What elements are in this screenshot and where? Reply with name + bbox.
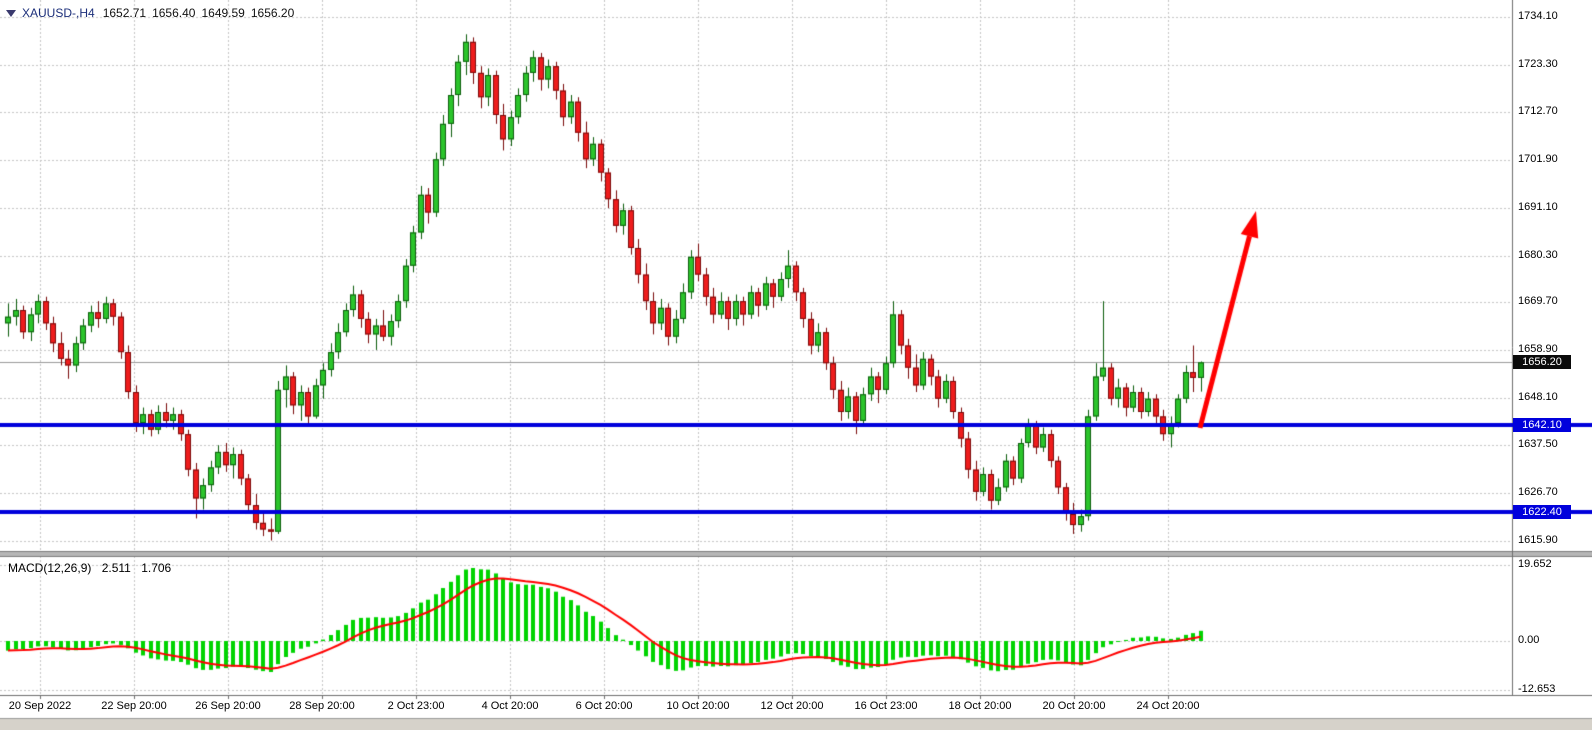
macd-axis-label: -12.653 <box>1518 683 1556 695</box>
chart-ohlc-header: XAUUSD-,H4 1652.71 1656.40 1649.59 1656.… <box>6 6 300 20</box>
price-axis-label: 1680.30 <box>1518 248 1558 261</box>
tick-direction-icon <box>6 9 16 17</box>
price-axis-label: 1626.70 <box>1518 486 1558 499</box>
symbol-timeframe-label: XAUUSD-,H4 <box>22 6 95 20</box>
price-axis-label: 1712.70 <box>1518 104 1558 117</box>
price-tag-current-price: 1656.20 <box>1513 355 1571 370</box>
time-axis-label: 20 Oct 20:00 <box>1042 700 1106 712</box>
time-axis-label: 22 Sep 20:00 <box>101 700 167 712</box>
price-tag-line-level: 1622.40 <box>1513 505 1571 520</box>
price-axis-label: 1723.30 <box>1518 57 1558 70</box>
price-axis-label: 1615.90 <box>1518 534 1558 546</box>
time-axis-label: 26 Sep 20:00 <box>195 700 261 712</box>
time-axis-label: 18 Oct 20:00 <box>948 700 1012 712</box>
macd-indicator-header: MACD(12,26,9) 2.511 1.706 <box>8 561 178 575</box>
time-axis-label: 12 Oct 20:00 <box>760 700 824 712</box>
time-axis-label: 28 Sep 20:00 <box>289 700 355 712</box>
macd-signal-value: 1.706 <box>141 561 172 575</box>
price-axis-label: 1637.50 <box>1518 438 1558 451</box>
time-axis-label: 10 Oct 20:00 <box>666 700 730 712</box>
time-axis-label: 2 Oct 23:00 <box>387 700 445 712</box>
price-axis-label: 1734.10 <box>1518 10 1558 22</box>
price-axis-label: 1691.10 <box>1518 200 1558 213</box>
ohlc-close: 1656.20 <box>250 6 295 20</box>
ohlc-high: 1656.40 <box>152 6 196 20</box>
time-axis-label: 4 Oct 20:00 <box>481 700 539 712</box>
macd-axis-label: 19.652 <box>1518 558 1552 570</box>
price-axis-label: 1648.10 <box>1518 391 1558 404</box>
time-axis-label: 24 Oct 20:00 <box>1136 700 1200 712</box>
macd-main-value: 2.511 <box>101 561 131 575</box>
time-axis-label: 6 Oct 20:00 <box>575 700 633 712</box>
price-axis-label: 1658.90 <box>1518 343 1558 356</box>
time-axis-label: 16 Oct 23:00 <box>854 700 918 712</box>
time-axis-label: 20 Sep 2022 <box>8 700 72 712</box>
macd-axis-label: 0.00 <box>1518 634 1540 646</box>
ohlc-open: 1652.71 <box>102 6 147 20</box>
price-axis-label: 1701.90 <box>1518 152 1558 165</box>
price-axis-label: 1669.70 <box>1518 295 1558 308</box>
macd-label: MACD(12,26,9) <box>8 561 92 575</box>
ohlc-low: 1649.59 <box>201 6 245 20</box>
price-tag-line-level: 1642.10 <box>1513 417 1571 432</box>
